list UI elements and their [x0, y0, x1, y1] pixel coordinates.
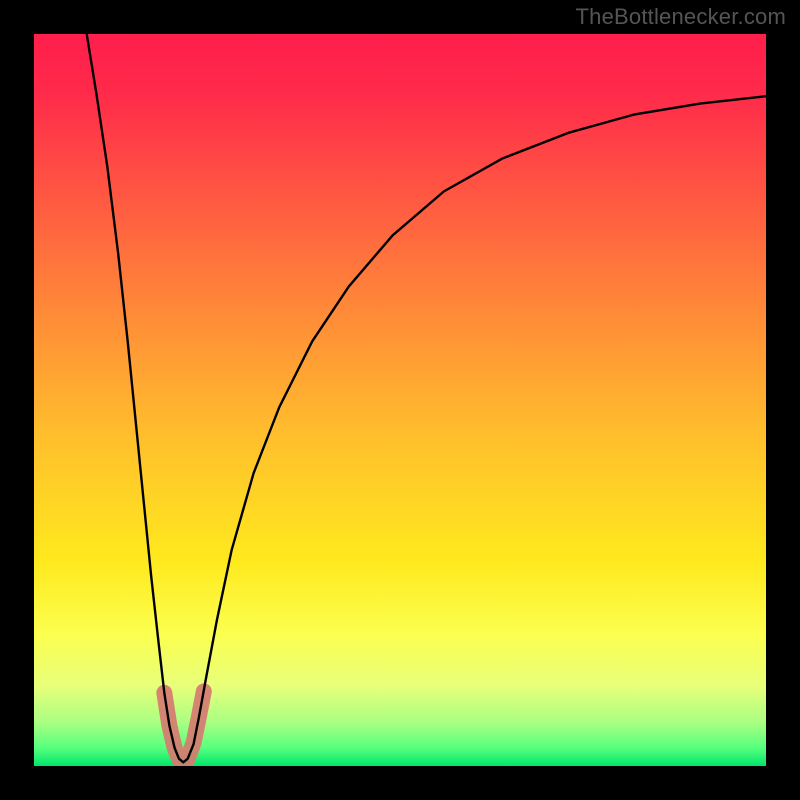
chart-background [34, 34, 766, 766]
chart-plot-area [34, 34, 766, 766]
watermark: TheBottlenecker.com [576, 4, 786, 30]
bottleneck-curve-chart [34, 34, 766, 766]
